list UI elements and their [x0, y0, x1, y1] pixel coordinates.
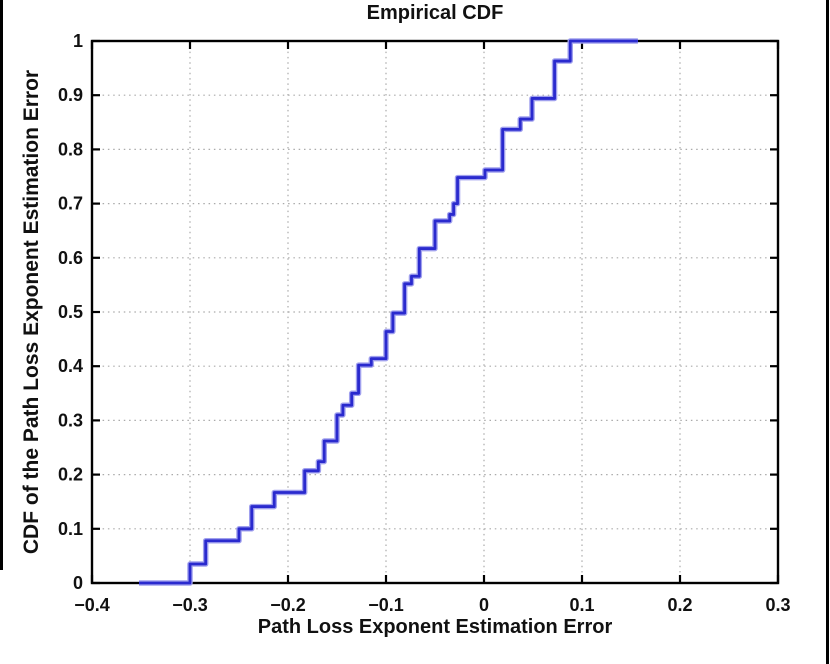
cdf-step-line — [139, 38, 638, 586]
x-tick-label: 0 — [479, 595, 489, 615]
y-tick-label: 0.2 — [58, 465, 83, 485]
x-tick-label: −0.1 — [368, 595, 404, 615]
grid-lines — [92, 41, 778, 583]
page-edge-left-line — [0, 0, 3, 570]
y-tick-label: 0.8 — [58, 139, 83, 159]
y-tick-label: 0.5 — [58, 302, 83, 322]
x-tick-label: −0.3 — [172, 595, 208, 615]
x-tick-label: −0.2 — [270, 595, 306, 615]
x-tick-label: 0.3 — [765, 595, 790, 615]
y-tick-label: 0.3 — [58, 410, 83, 430]
page-edge-right-line — [826, 0, 829, 664]
x-tick-label: −0.4 — [74, 595, 110, 615]
y-tick-label: 0.7 — [58, 194, 83, 214]
y-tick-label: 0 — [73, 573, 83, 593]
y-tick-label: 0.6 — [58, 248, 83, 268]
x-axis-label: Path Loss Exponent Estimation Error — [257, 616, 613, 638]
y-tick-label: 0.4 — [58, 356, 83, 376]
y-tick-label: 1 — [73, 31, 83, 51]
x-tick-label: 0.1 — [569, 595, 594, 615]
y-tick-label: 0.9 — [58, 85, 83, 105]
x-tick-label: 0.2 — [667, 595, 692, 615]
tick-labels: −0.4 −0.3 −0.2 −0.1 0 0.1 0.2 0.3 0 0.1 0.2 0.3 0.4 0… — [58, 31, 791, 615]
y-tick-label: 0.1 — [58, 519, 83, 539]
chart-title: Empirical CDF — [366, 2, 504, 24]
